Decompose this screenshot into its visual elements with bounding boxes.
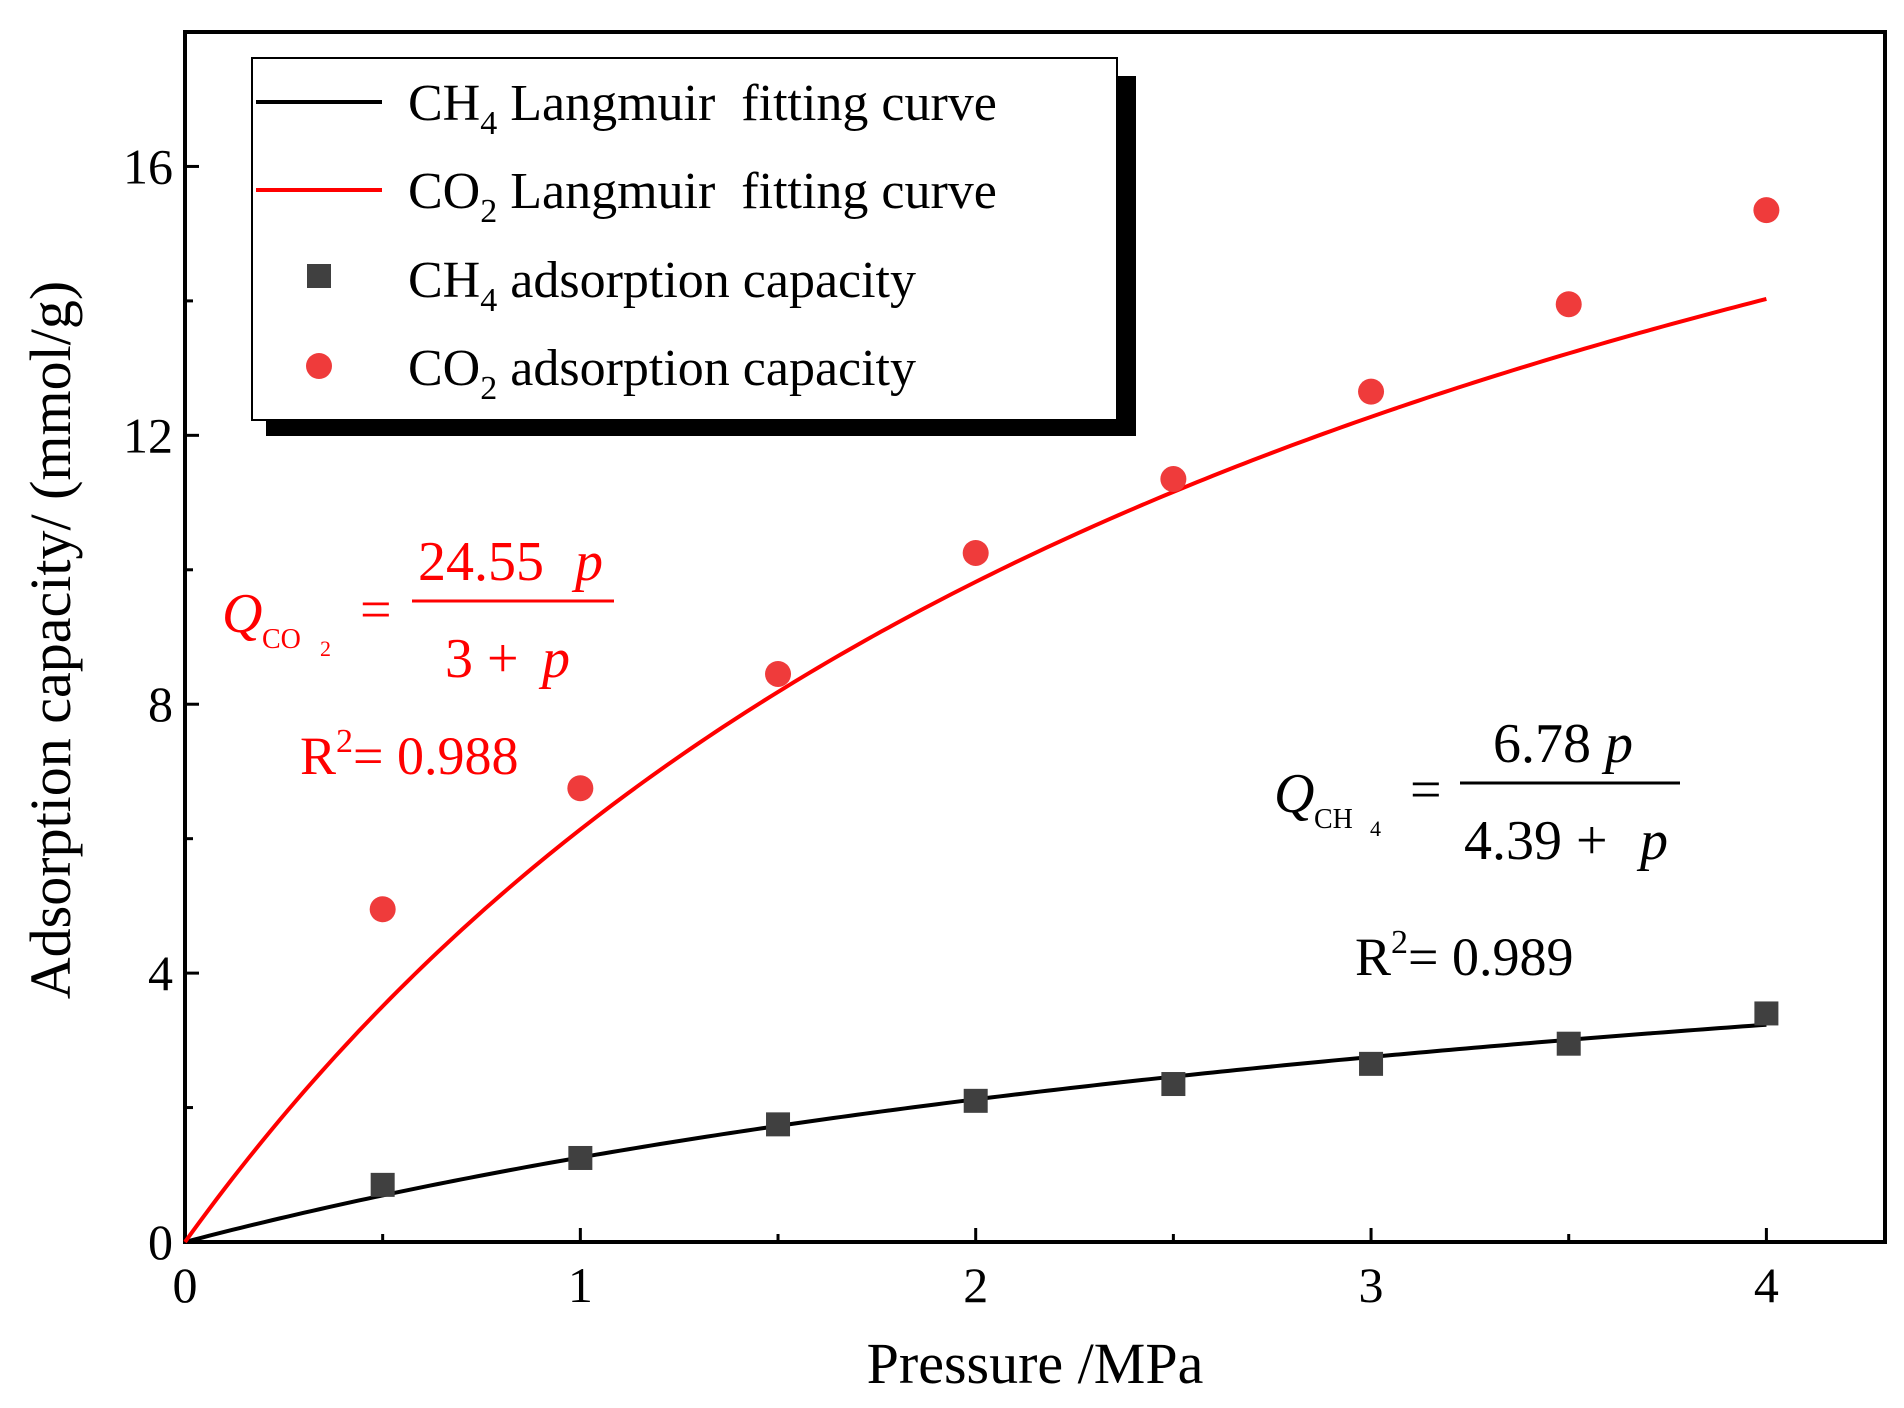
co2-eq-denominator-var: p [538, 628, 570, 690]
co2-r2: R2= 0.988 [300, 723, 519, 786]
ch4-data-point [1359, 1051, 1384, 1076]
ch4-data-point [963, 1088, 988, 1113]
legend-ch4-marker [307, 264, 331, 288]
x-tick-label: 4 [1754, 1257, 1779, 1313]
co2-eq-q: Q [222, 583, 262, 645]
x-tick-label: 1 [568, 1257, 593, 1313]
legend-item-co2-curve: CO2 Langmuir fitting curve [408, 163, 997, 230]
y-tick-labels: 0 4 8 12 16 [123, 138, 173, 1270]
legend-box [251, 57, 1118, 421]
ch4-data-point [1161, 1072, 1186, 1097]
legend-item-ch4-points: CH4 adsorption capacity [408, 252, 916, 319]
y-tick-label: 16 [123, 138, 173, 194]
data-points [369, 197, 1780, 1197]
ch4-eq-numerator: 6.78 [1493, 713, 1591, 775]
x-axis-title: Pressure /MPa [867, 1331, 1204, 1396]
x-tick-label: 0 [173, 1257, 198, 1313]
legend: CH4 Langmuir fitting curve CO2 Langmuir … [251, 57, 1136, 436]
co2-eq-denominator: 3 + [445, 628, 533, 690]
ch4-eq-denominator-var: p [1636, 810, 1668, 872]
axis-ticks [183, 164, 1768, 1244]
co2-data-point [765, 660, 792, 687]
ch4-eq-numerator-var: p [1601, 713, 1633, 775]
co2-data-point [369, 896, 396, 923]
fitting-curve-line [183, 297, 1767, 1244]
y-axis-title: Adsorption capacity/ (mmol/g) [18, 281, 83, 999]
ch4-eq-sub2: 4 [1370, 816, 1381, 841]
ch4-eq-sub: CH [1314, 804, 1353, 835]
ch4-r2: R2= 0.989 [1355, 924, 1574, 987]
co2-data-point [1358, 378, 1385, 405]
ch4-data-point [370, 1172, 395, 1197]
ch4-data-point [766, 1112, 791, 1137]
plot-frame [183, 30, 1887, 1244]
co2-eq-sub: CO [262, 624, 301, 655]
co2-data-point [1753, 197, 1780, 224]
co2-eq-sub2: 2 [320, 636, 331, 661]
co2-equation: Q CO 2 = 24.55 p 3 + p R2= 0.988 [222, 531, 614, 786]
legend-item-co2-points: CO2 adsorption capacity [408, 340, 916, 407]
co2-eq-numerator-var: p [571, 531, 603, 593]
ch4-data-point [1556, 1031, 1581, 1056]
legend-item-ch4-curve: CH4 Langmuir fitting curve [408, 75, 997, 142]
co2-data-point [962, 539, 989, 566]
legend-co2-marker [306, 353, 332, 379]
co2-eq-numerator: 24.55 [418, 531, 544, 593]
y-tick-label: 0 [148, 1214, 173, 1270]
y-tick-label: 8 [148, 676, 173, 732]
ch4-eq-denominator: 4.39 + [1464, 810, 1622, 872]
co2-data-point [567, 775, 594, 802]
ch4-equation: Q CH 4 = 6.78 p 4.39 + p R2= 0.989 [1274, 713, 1680, 987]
co2-eq-equals: = [360, 579, 392, 641]
fitting-curve-line [184, 1022, 1767, 1244]
ch4-data-point [1754, 1001, 1779, 1026]
x-tick-labels: 0 1 2 3 4 [173, 1257, 1779, 1313]
ch4-data-point [568, 1145, 593, 1170]
ch4-eq-q: Q [1274, 763, 1314, 825]
co2-data-point [1160, 466, 1187, 493]
co2-data-point [1555, 291, 1582, 318]
y-tick-label: 12 [123, 407, 173, 463]
y-tick-label: 4 [148, 945, 173, 1001]
ch4-eq-equals: = [1410, 759, 1442, 821]
x-tick-label: 2 [963, 1257, 988, 1313]
x-tick-label: 3 [1359, 1257, 1384, 1313]
